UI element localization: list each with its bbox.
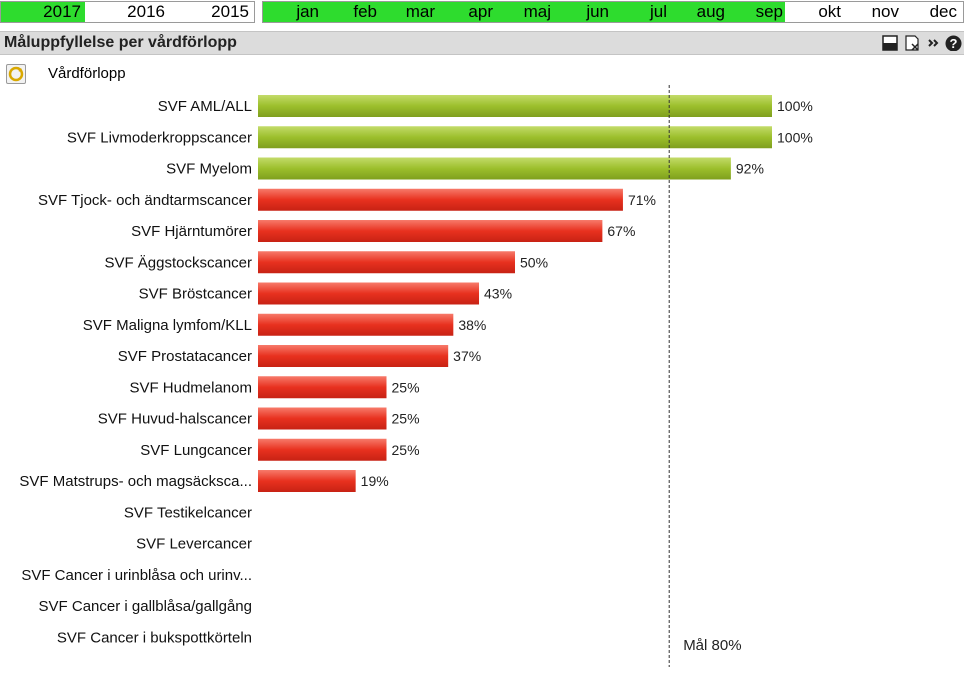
category-label[interactable]: SVF Hjärntumörer [131, 223, 252, 240]
category-label[interactable]: SVF Levercancer [136, 536, 252, 553]
bar[interactable] [258, 376, 387, 399]
category-label[interactable]: SVF Hudmelanom [129, 379, 252, 396]
bar[interactable] [258, 188, 623, 211]
month-dec[interactable]: dec [901, 2, 959, 22]
svg-text:?: ? [950, 36, 958, 51]
category-label[interactable]: SVF Bröstcancer [139, 286, 252, 303]
year-2017[interactable]: 2017 [1, 2, 85, 22]
category-label[interactable]: SVF Lungcancer [140, 442, 252, 459]
bar[interactable] [258, 407, 387, 430]
category-label[interactable]: SVF Matstrups- och magsäcksca... [19, 473, 252, 490]
value-label: 67% [607, 223, 635, 239]
month-maj[interactable]: maj [495, 2, 553, 22]
category-label[interactable]: SVF Myelom [166, 161, 252, 178]
category-label[interactable]: SVF Testikelcancer [124, 504, 252, 521]
category-label[interactable]: SVF Äggstockscancer [104, 254, 252, 271]
month-apr[interactable]: apr [437, 2, 495, 22]
print-icon[interactable] [881, 35, 899, 51]
bar[interactable] [258, 282, 480, 305]
category-label[interactable]: SVF Prostatacancer [118, 348, 252, 365]
category-label[interactable]: SVF Cancer i urinblåsa och urinv... [21, 567, 252, 584]
bar[interactable] [258, 157, 731, 180]
cycle-icon [8, 66, 24, 82]
category-label[interactable]: SVF AML/ALL [158, 98, 252, 115]
panel-titlebar: Måluppfyllelse per vårdförlopp ? [0, 31, 964, 55]
time-filter-bar: 2017 2016 2015 jan feb mar apr maj jun jul aug sep… [0, 0, 964, 24]
bar[interactable] [258, 126, 772, 149]
bar[interactable] [258, 220, 603, 242]
value-label: 100% [777, 98, 813, 114]
category-label[interactable]: SVF Huvud-halscancer [98, 411, 252, 428]
bar[interactable] [258, 313, 454, 336]
value-label: 37% [453, 348, 481, 364]
month-nov[interactable]: nov [843, 2, 901, 22]
help-icon[interactable]: ? [945, 35, 962, 51]
bar[interactable] [258, 345, 449, 367]
dimension-label: Vårdförlopp [48, 65, 126, 82]
month-jan[interactable]: jan [263, 2, 321, 22]
panel-title: Måluppfyllelse per vårdförlopp [4, 34, 237, 51]
bar-chart: SVF AML/ALL 100% SVF Livmoderkroppscancer 1… [19, 85, 813, 667]
month-jun[interactable]: jun [553, 2, 611, 22]
year-filter: 2017 2016 2015 [0, 1, 255, 23]
cycle-dimension-button[interactable] [6, 64, 26, 84]
month-feb[interactable]: feb [321, 2, 379, 22]
bar[interactable] [258, 251, 515, 274]
value-label: 25% [392, 411, 420, 427]
year-2015[interactable]: 2015 [169, 2, 253, 22]
value-label: 43% [484, 286, 512, 302]
value-label: 38% [458, 317, 486, 333]
export-excel-icon[interactable] [904, 35, 922, 51]
value-label: 100% [777, 129, 813, 145]
more-icon[interactable] [926, 35, 942, 51]
value-label: 25% [392, 379, 420, 395]
month-aug[interactable]: aug [669, 2, 727, 22]
category-label[interactable]: SVF Maligna lymfom/KLL [83, 317, 252, 334]
dimension-row: Vårdförlopp [0, 60, 964, 86]
bar[interactable] [258, 470, 356, 492]
value-label: 71% [628, 192, 656, 208]
month-sep[interactable]: sep [727, 2, 785, 22]
value-label: 19% [361, 473, 389, 489]
month-jul[interactable]: jul [611, 2, 669, 22]
month-okt[interactable]: okt [785, 2, 843, 22]
target-label: Mål 80% [683, 637, 741, 654]
bar[interactable] [258, 95, 772, 117]
category-label[interactable]: SVF Cancer i bukspottkörteln [57, 629, 252, 646]
category-label[interactable]: SVF Cancer i gallblåsa/gallgång [39, 598, 252, 615]
category-label[interactable]: SVF Tjock- och ändtarmscancer [38, 192, 252, 209]
value-label: 92% [736, 161, 764, 177]
value-label: 25% [392, 442, 420, 458]
category-label[interactable]: SVF Livmoderkroppscancer [67, 129, 252, 146]
bar[interactable] [258, 438, 387, 461]
year-2016[interactable]: 2016 [85, 2, 169, 22]
value-label: 50% [520, 254, 548, 270]
month-mar[interactable]: mar [379, 2, 437, 22]
month-filter: jan feb mar apr maj jun jul aug sep okt nov dec [262, 1, 964, 23]
